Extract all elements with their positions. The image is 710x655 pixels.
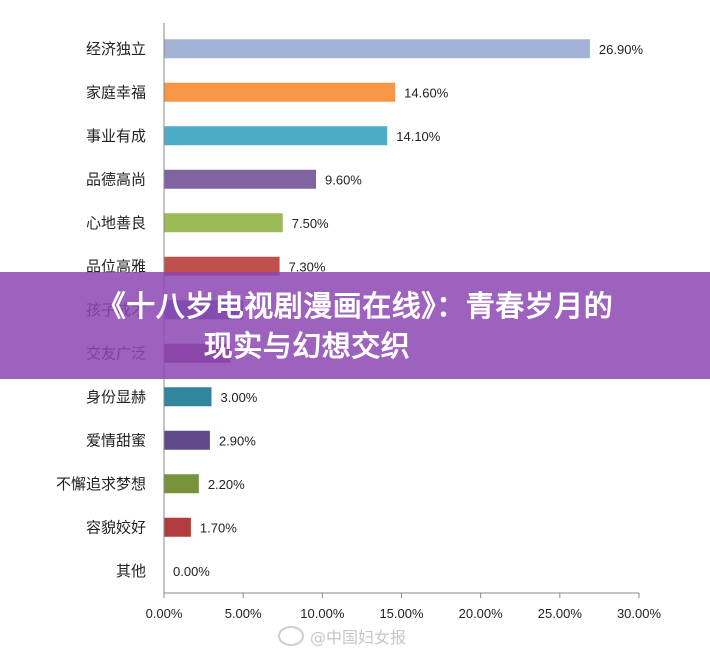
bar — [164, 82, 396, 102]
x-tick-label: 0.00% — [146, 606, 183, 621]
category-label: 事业有成 — [86, 127, 146, 145]
bar — [164, 256, 280, 276]
data-label: 14.60% — [404, 85, 449, 100]
banner-title-line-1: 《十八岁电视剧漫画在线》：青春岁月的 — [96, 288, 614, 323]
data-label: 9.60% — [325, 172, 362, 187]
category-label: 家庭幸福 — [86, 83, 146, 101]
x-tick-label: 10.00% — [300, 606, 345, 621]
category-label: 心地善良 — [86, 214, 146, 232]
data-label: 7.30% — [289, 259, 326, 274]
x-axis: 0.00% 5.00% 10.00% 15.00% 20.00% 25.00% 30.00% — [146, 23, 662, 621]
category-label: 容貌姣好 — [86, 518, 146, 536]
title-banner: 《十八岁电视剧漫画在线》：青春岁月的 现实与幻想交织 — [0, 272, 710, 379]
bar — [164, 169, 316, 189]
value-labels: 26.90% 14.60% 14.10% 9.60% 7.50% 7.30% 3.00% 2.… — [173, 42, 643, 579]
category-label: 品位高雅 — [86, 257, 146, 275]
x-tick-label: 30.00% — [617, 606, 662, 621]
bar — [164, 517, 191, 537]
data-label: 14.10% — [396, 129, 441, 144]
watermark: @中国妇女报 — [278, 624, 406, 648]
banner-title-line-2: 现实与幻想交织 — [203, 328, 411, 363]
category-label: 经济独立 — [86, 40, 146, 58]
data-label: 2.20% — [208, 477, 245, 492]
category-label: 不懈追求梦想 — [56, 475, 146, 493]
x-tick-label: 20.00% — [459, 606, 504, 621]
data-label: 1.70% — [200, 520, 237, 535]
weibo-icon — [278, 626, 304, 646]
x-tick-label: 25.00% — [538, 606, 583, 621]
data-label: 2.90% — [219, 433, 256, 448]
data-label: 3.00% — [221, 390, 258, 405]
category-label: 爱情甜蜜 — [86, 431, 146, 449]
bar — [164, 430, 210, 450]
bar — [164, 474, 199, 494]
bar — [164, 387, 212, 407]
bar — [164, 126, 388, 146]
bar — [164, 213, 283, 233]
watermark-text: @中国妇女报 — [310, 628, 407, 647]
x-tick-label: 15.00% — [379, 606, 424, 621]
category-label: 品德高尚 — [86, 170, 146, 188]
data-label: 7.50% — [292, 216, 329, 231]
x-tick-label: 5.00% — [225, 606, 262, 621]
category-label: 身份显赫 — [86, 388, 146, 406]
data-label: 26.90% — [599, 42, 644, 57]
data-label: 0.00% — [173, 564, 210, 579]
category-label: 其他 — [116, 562, 146, 580]
bar — [164, 39, 590, 59]
